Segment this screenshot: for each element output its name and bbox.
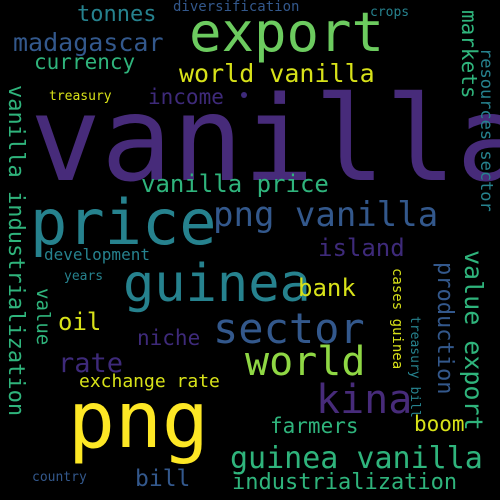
word-treasury-bill: treasury bill: [407, 316, 422, 418]
word-export: export: [189, 1, 385, 64]
word-vanilla-industrialization: vanilla industrialization: [3, 85, 28, 417]
word-sector: sector: [213, 304, 365, 353]
word-vanilla-price: vanilla price: [141, 170, 329, 198]
word-price: price: [30, 186, 217, 259]
word-exchange-rate: exchange rate: [79, 371, 220, 392]
word-income: income: [148, 85, 224, 109]
word-industrialization: industrialization: [232, 470, 458, 495]
word-tonnes: tonnes: [77, 2, 157, 27]
word-cases-guinea: cases guinea: [389, 268, 405, 370]
word-diversification: diversification: [173, 0, 300, 15]
word-years: years: [64, 269, 104, 284]
word-value-export: value export: [459, 250, 488, 431]
word-markets: markets: [457, 10, 481, 99]
word-farmers: farmers: [270, 414, 359, 438]
word-png: png: [68, 376, 209, 466]
word-world-vanilla: world vanilla: [179, 59, 375, 88]
word-guinea-vanilla: guinea vanilla: [230, 441, 483, 476]
word-value: value: [32, 288, 54, 346]
word-vanilla: vanilla: [30, 70, 500, 208]
word-world: world: [245, 339, 366, 385]
word-island: island: [318, 234, 405, 262]
word-currency: currency: [34, 50, 136, 74]
dot-mark: [241, 92, 247, 98]
word-oil: oil: [58, 308, 102, 336]
word-development: development: [44, 245, 150, 264]
word-resources-sector: resources sector: [476, 48, 496, 212]
word-madagascar: madagascar: [13, 28, 164, 57]
word-rate: rate: [58, 348, 124, 379]
word-bill: bill: [135, 466, 191, 492]
word-treasury: treasury: [49, 89, 112, 104]
word-boom: boom: [414, 412, 465, 436]
word-crops: crops: [370, 5, 410, 20]
word-country: country: [32, 470, 87, 485]
word-niche: niche: [137, 326, 201, 350]
word-bank: bank: [298, 274, 356, 302]
word-guinea: guinea: [123, 254, 311, 314]
word-png-vanilla: png vanilla: [213, 195, 439, 235]
word-kina: kina: [316, 377, 413, 423]
word-production: production: [432, 262, 457, 395]
